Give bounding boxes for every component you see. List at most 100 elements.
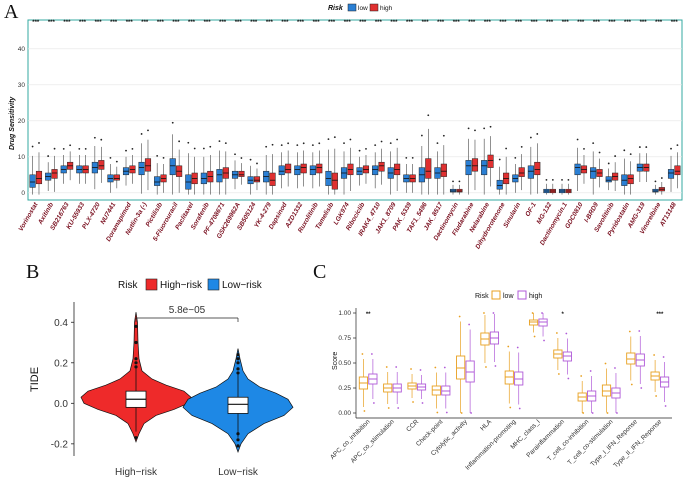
panel-a-box-high [300, 163, 307, 174]
panel-c-point [628, 330, 631, 333]
panel-a-box-high [425, 158, 432, 179]
panel-a-y-tick: 30 [18, 82, 26, 89]
panel-a-significance: *** [95, 20, 103, 26]
panel-a-box-high [534, 161, 541, 176]
panel-a-outlier [318, 142, 321, 145]
panel-c-significance: * [561, 312, 564, 318]
panel-c-point [387, 407, 390, 409]
panel-a-outlier [140, 133, 143, 135]
panel-c-point [434, 366, 437, 369]
panel-a-significance: *** [297, 20, 305, 26]
panel-a-significance: *** [655, 20, 663, 26]
panel-c-point [370, 353, 373, 355]
panel-c-y-tick: 0.50 [338, 360, 351, 367]
panel-a-outlier [311, 144, 314, 147]
panel-b-outlier [236, 371, 240, 375]
panel-a-outlier [452, 180, 454, 183]
panel-a-outlier [84, 147, 87, 150]
panel-a-outlier [78, 147, 81, 150]
panel-a-x-label: Vorinostat [18, 201, 40, 233]
panel-c-point [614, 367, 616, 369]
panel-c-point [565, 332, 568, 335]
panel-c-point [361, 353, 364, 355]
panel-a-outlier [47, 155, 50, 157]
panel-c-point [363, 410, 366, 412]
panel-a-outlier [505, 147, 508, 150]
panel-a-y-tick: 10 [18, 154, 26, 161]
panel-a-outlier [623, 149, 626, 152]
panel-a-significance: *** [188, 20, 196, 26]
panel-a-outlier [53, 147, 56, 150]
panel-c-point [580, 375, 583, 377]
panel-c-point [460, 412, 463, 414]
panel-c-point [638, 330, 641, 332]
panel-c-point [436, 411, 439, 414]
panel-c-significance: ** [366, 312, 371, 318]
panel-c-point [492, 312, 495, 314]
panel-a-significance: *** [79, 20, 87, 26]
panel-a-outlier [109, 156, 112, 159]
panel-a-outlier [529, 136, 532, 139]
panel-a-outlier [676, 144, 679, 147]
panel-a-outlier [561, 178, 563, 181]
panel-a-significance: *** [406, 20, 414, 26]
panel-a-significance: *** [640, 20, 648, 26]
panel-c-point [533, 335, 536, 338]
panel-a-outlier [125, 149, 127, 152]
panel-c-point [445, 411, 448, 414]
panel-a-outlier [178, 140, 181, 143]
panel-b-legend-low-swatch [207, 278, 220, 291]
panel-a-significance: *** [344, 20, 352, 26]
panel-b-outlier [134, 324, 138, 328]
panel-a-box-high [144, 158, 152, 172]
panel-a-outlier [645, 146, 648, 148]
panel-c-immune-scores: Risk low high Score 0.00 0.25 0.50 0.75 1.00… [329, 290, 672, 472]
panel-c-point [410, 368, 412, 370]
panel-a-legend-title: Risk [328, 5, 344, 12]
panel-a-outlier [62, 147, 65, 150]
panel-a-legend-low-swatch [347, 3, 357, 12]
panel-b-outlier [134, 436, 138, 440]
panel-a-outlier [287, 142, 290, 145]
panel-c-point [655, 395, 658, 397]
panel-c-legend-high-swatch [517, 290, 527, 300]
panel-letter-c: C [313, 261, 326, 283]
panel-a-box-low [29, 174, 36, 188]
panel-a-significance: *** [593, 20, 601, 26]
panel-c-point [494, 365, 497, 367]
panel-b-outlier [236, 444, 240, 448]
panel-a-outlier [536, 133, 539, 135]
panel-a-outlier [249, 158, 252, 161]
panel-a-outlier [592, 142, 595, 145]
panel-a-significance: *** [172, 20, 180, 26]
panel-a-outlier [427, 114, 430, 117]
panel-a-outlier [147, 129, 149, 132]
panel-a-box-low [309, 165, 316, 176]
panel-a-outlier [498, 158, 501, 161]
panel-a-box-high [253, 176, 261, 183]
panel-a-significance: *** [63, 20, 71, 26]
panel-c-point [662, 356, 665, 358]
panel-c-legend-title: Risk [475, 293, 489, 300]
panel-c-y-axis-label: Score [332, 352, 339, 370]
panel-a-outlier [483, 127, 486, 130]
panel-a-significance: *** [313, 20, 321, 26]
panel-b-x-label-high: High−risk [115, 467, 158, 478]
panel-a-significance: *** [562, 20, 570, 26]
panel-a-outlier [474, 129, 476, 132]
panel-c-point [395, 366, 398, 368]
panel-a-box-high [331, 172, 338, 190]
panel-a-significance: *** [608, 20, 616, 26]
panel-letter-a: A [4, 1, 19, 23]
panel-c-point [653, 354, 656, 356]
panel-c-point [606, 412, 609, 414]
panel-c-x-label: HLA [479, 418, 493, 432]
panel-a-outlier [638, 146, 641, 148]
panel-a-outlier [115, 160, 118, 163]
panel-a-box-low [216, 169, 223, 183]
panel-a-significance: *** [219, 20, 227, 26]
panel-c-point [630, 383, 633, 386]
panel-a-outlier [436, 142, 439, 145]
panel-a-outlier [302, 142, 305, 145]
panel-a-box-high [378, 161, 385, 172]
